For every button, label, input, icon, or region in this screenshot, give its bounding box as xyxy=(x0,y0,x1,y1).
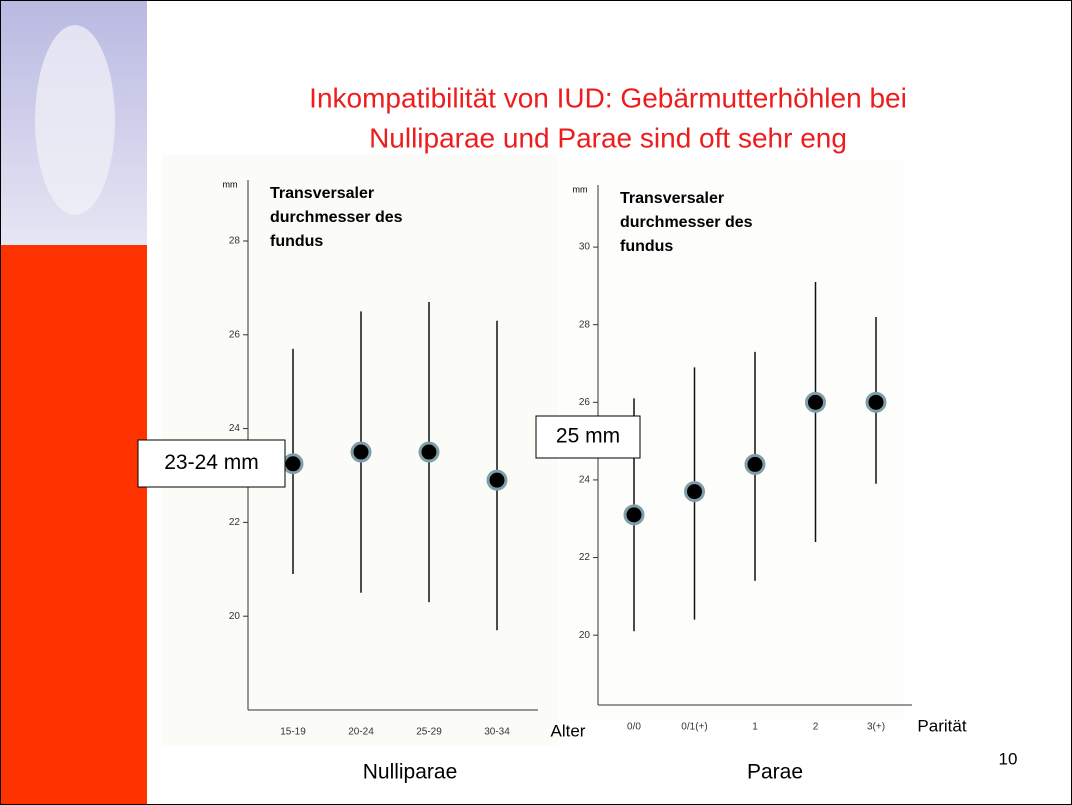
point xyxy=(625,506,643,524)
point xyxy=(746,455,764,473)
slide-title: Nulliparae und Parae sind oft sehr eng xyxy=(369,122,847,153)
annotation: fundus xyxy=(270,233,323,250)
y-tick-label: 20 xyxy=(229,611,241,622)
x-tick-label: 25-29 xyxy=(416,727,442,738)
page-number: 10 xyxy=(999,749,1018,768)
point xyxy=(284,455,302,473)
x-axis-label: Parität xyxy=(917,716,966,735)
point xyxy=(420,443,438,461)
y-tick-label: 26 xyxy=(229,329,241,340)
y-tick-label: 20 xyxy=(579,630,591,641)
y-tick-label: 24 xyxy=(229,423,241,434)
y-tick-label: 26 xyxy=(579,397,591,408)
x-tick-label: 1 xyxy=(752,722,758,733)
y-unit: mm xyxy=(223,179,238,189)
y-tick-label: 22 xyxy=(579,552,591,563)
point xyxy=(352,443,370,461)
x-tick-label: 15-19 xyxy=(280,727,306,738)
point xyxy=(807,393,825,411)
x-tick-label: 0/1(+) xyxy=(681,722,707,733)
x-tick-label: 0/0 xyxy=(627,722,641,733)
x-tick-label: 2 xyxy=(813,722,819,733)
annotation: Transversaler xyxy=(620,190,724,207)
callout-label: 25 mm xyxy=(556,425,620,448)
y-tick-label: 22 xyxy=(229,517,241,528)
x-axis-label: Alter xyxy=(551,721,586,740)
y-tick-label: 30 xyxy=(579,242,591,253)
chart-caption: Parae xyxy=(747,761,803,784)
slide-title: Inkompatibilität von IUD: Gebärmutterhöh… xyxy=(309,82,907,113)
annotation: durchmesser des xyxy=(620,214,753,231)
y-tick-label: 24 xyxy=(579,475,591,486)
point xyxy=(488,471,506,489)
x-tick-label: 20-24 xyxy=(348,727,374,738)
callout-label: 23-24 mm xyxy=(164,451,259,474)
annotation: durchmesser des xyxy=(270,209,403,226)
y-unit: mm xyxy=(573,184,588,194)
decor-figure xyxy=(35,25,115,215)
annotation: Transversaler xyxy=(270,185,374,202)
x-tick-label: 30-34 xyxy=(484,727,510,738)
annotation: fundus xyxy=(620,238,673,255)
y-tick-label: 28 xyxy=(229,236,241,247)
slide: Inkompatibilität von IUD: Gebärmutterhöh… xyxy=(0,0,1072,805)
x-tick-label: 3(+) xyxy=(867,722,885,733)
decor-bar xyxy=(0,245,147,805)
point xyxy=(686,483,704,501)
y-tick-label: 28 xyxy=(579,319,591,330)
point xyxy=(867,393,885,411)
chart-caption: Nulliparae xyxy=(363,761,458,784)
